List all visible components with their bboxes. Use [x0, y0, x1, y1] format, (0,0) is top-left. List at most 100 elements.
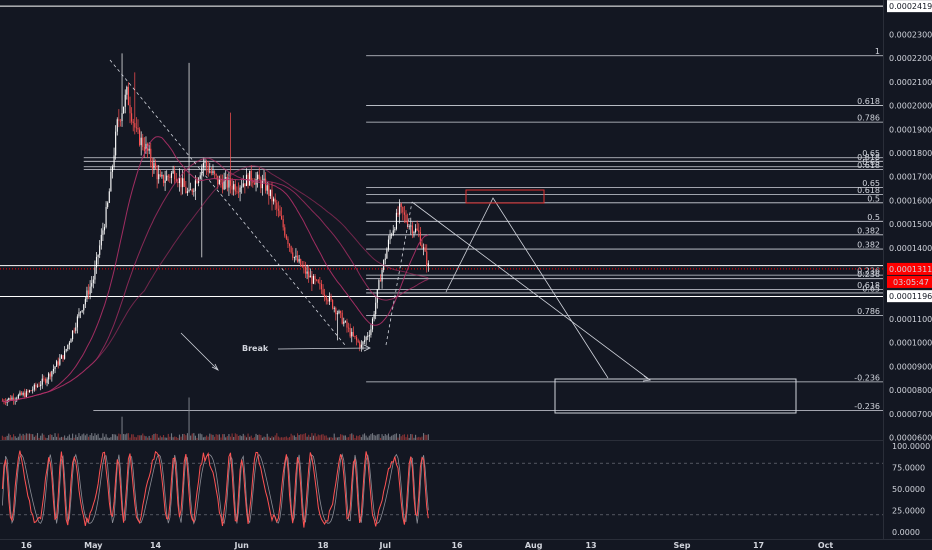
candle-body — [352, 331, 354, 336]
volume-bar — [217, 434, 219, 440]
volume-bar — [43, 434, 45, 440]
candle-body — [250, 170, 252, 181]
fib-level-label: 0.5 — [867, 194, 880, 203]
volume-bar — [209, 433, 211, 440]
volume-bar — [282, 437, 284, 440]
candle-body — [123, 106, 125, 114]
candle-body — [43, 378, 45, 380]
candle-body — [54, 366, 56, 369]
candle-body — [92, 279, 94, 284]
candle-body — [226, 176, 228, 188]
fib-level-label: -0.236 — [854, 373, 880, 382]
volume-bar — [174, 436, 176, 440]
fib-level-label: 0.65 — [862, 158, 880, 167]
candle-body — [72, 330, 74, 340]
candle-body — [252, 180, 254, 184]
volume-bar — [375, 435, 377, 440]
volume-bar — [355, 435, 358, 440]
candle-body — [215, 174, 217, 176]
candle-body — [402, 206, 404, 213]
target-zone-red — [465, 189, 545, 204]
volume-bar — [35, 435, 37, 440]
level-badge-label: 0.00011964 — [889, 292, 932, 301]
date-tick-label: 13 — [585, 541, 596, 550]
candle-body — [70, 339, 72, 343]
candle-body — [186, 191, 189, 194]
volume-bar — [124, 434, 126, 440]
volume-bar — [194, 435, 196, 440]
break-annotation: Break — [242, 344, 269, 353]
volume-bar — [389, 436, 391, 440]
candle-body — [341, 312, 343, 324]
fib-level-label: 0.382 — [857, 226, 880, 235]
volume-bar — [148, 435, 150, 440]
volume-bar — [86, 433, 88, 440]
candle-body — [355, 337, 358, 341]
date-tick-label: 16 — [451, 541, 463, 550]
volume-bar — [38, 437, 40, 440]
volume-bar — [281, 437, 283, 440]
candle-body — [11, 397, 13, 401]
volume-bar — [241, 436, 243, 440]
volume-bar — [153, 433, 155, 440]
volume-bar — [247, 433, 249, 440]
candle-body — [387, 239, 390, 250]
candle-body — [207, 167, 209, 173]
candle-body — [62, 355, 64, 359]
candle-body — [182, 178, 184, 188]
volume-bar — [231, 433, 233, 440]
candle-body — [317, 279, 319, 283]
fib-level-label: 0.65 — [862, 149, 880, 158]
volume-bar — [119, 434, 122, 440]
volume-bar — [260, 435, 262, 440]
arrow-line-break — [277, 347, 371, 350]
candle-body — [405, 214, 407, 222]
candle-body — [59, 358, 61, 365]
volume-bar — [87, 436, 90, 440]
candle-body — [151, 161, 153, 169]
fib-level-label: 0.236 — [857, 267, 880, 276]
candle-body — [164, 180, 166, 183]
candle-body — [33, 384, 35, 390]
volume-bar — [325, 435, 327, 440]
volume-bar — [150, 437, 152, 440]
candle-body — [17, 395, 19, 399]
candle-body — [357, 340, 359, 343]
volume-bar — [332, 437, 334, 440]
candle-body — [234, 184, 236, 192]
volume-bar — [167, 433, 169, 440]
volume-bar — [159, 435, 161, 440]
volume-bar — [279, 437, 281, 440]
volume-bar — [371, 433, 374, 440]
candle-body — [196, 180, 198, 184]
fib-level-label: 0.5 — [867, 213, 880, 222]
volume-bar — [14, 436, 16, 440]
volume-bar — [359, 435, 361, 440]
candle-body — [177, 181, 179, 184]
candle-body — [60, 355, 62, 359]
fib-level-label: 0.618 — [857, 97, 880, 106]
candle-body — [115, 131, 117, 156]
candle-body — [153, 163, 155, 169]
volume-bar — [265, 437, 267, 440]
volume-bar — [403, 434, 405, 440]
volume-bar — [83, 433, 85, 440]
oscillator-line — [1, 450, 429, 528]
volume-bar — [379, 437, 382, 440]
volume-bar — [418, 436, 420, 440]
candle-body — [150, 148, 152, 162]
volume-bar — [365, 435, 367, 440]
oscillator-tick-label: 75.0000 — [892, 464, 925, 473]
candle-body — [365, 336, 367, 341]
candle-body — [113, 155, 115, 167]
candle-body — [139, 129, 141, 146]
date-tick-label: 17 — [753, 541, 764, 550]
candle-body — [64, 350, 66, 359]
volume-bar — [166, 437, 168, 440]
candle-body — [244, 183, 246, 187]
candle-body — [102, 230, 104, 235]
